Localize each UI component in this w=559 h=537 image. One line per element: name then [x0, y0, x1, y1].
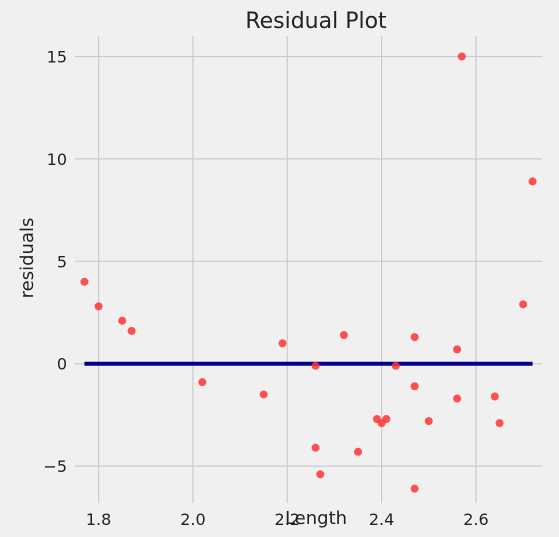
y-tick-label: −5: [43, 457, 67, 476]
data-point: [312, 362, 320, 370]
data-point: [411, 333, 419, 341]
data-point: [425, 417, 433, 425]
data-point: [453, 345, 461, 353]
data-point: [392, 362, 400, 370]
data-point: [411, 485, 419, 493]
chart-title: Residual Plot: [245, 9, 387, 34]
data-point: [453, 395, 461, 403]
data-point: [529, 177, 537, 185]
data-point: [316, 470, 324, 478]
y-axis-label: residuals: [17, 218, 38, 299]
y-tick-label: 10: [47, 150, 67, 169]
data-point: [260, 390, 268, 398]
plot-area: [75, 36, 542, 503]
data-point: [340, 331, 348, 339]
data-point: [496, 419, 504, 427]
x-axis-label: Length: [285, 508, 347, 529]
data-point: [519, 300, 527, 308]
x-tick-label: 1.8: [86, 510, 111, 529]
x-tick-label: 2.6: [463, 510, 488, 529]
x-tick-label: 2.0: [180, 510, 205, 529]
data-point: [128, 327, 136, 335]
data-point: [118, 317, 126, 325]
x-tick-label: 2.4: [369, 510, 394, 529]
y-tick-label: 15: [47, 47, 67, 66]
data-point: [95, 302, 103, 310]
data-point: [382, 415, 390, 423]
y-tick-label: 5: [57, 252, 67, 271]
y-tick-label: 0: [57, 355, 67, 374]
data-point: [411, 382, 419, 390]
data-point: [354, 448, 362, 456]
data-point: [80, 278, 88, 286]
data-point: [198, 378, 206, 386]
data-point: [491, 392, 499, 400]
data-point: [279, 339, 287, 347]
data-point: [458, 52, 466, 60]
data-point: [312, 444, 320, 452]
